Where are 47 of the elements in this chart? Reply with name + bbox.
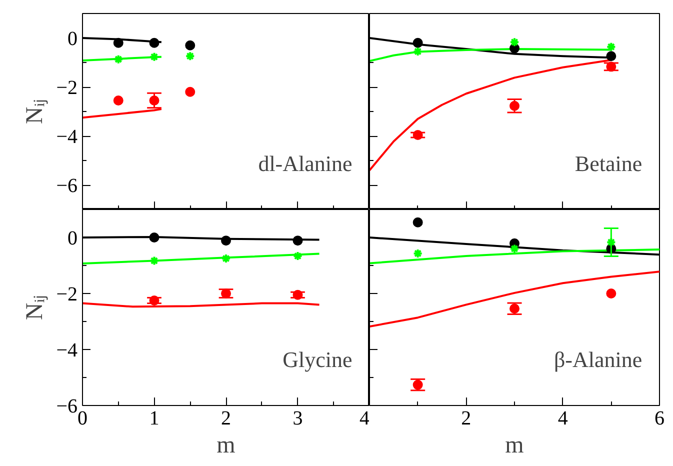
- y-tick-label: −6: [56, 175, 78, 197]
- x-axis-title: m: [505, 432, 524, 458]
- point: [221, 254, 231, 264]
- point: [606, 288, 616, 298]
- point: [149, 232, 160, 242]
- point: [149, 256, 160, 266]
- point: [412, 248, 423, 258]
- y-axis-title: Nᵢⱼ: [22, 98, 48, 124]
- point: [113, 54, 124, 64]
- y-tick-label: −2: [56, 77, 78, 99]
- point: [113, 38, 124, 48]
- point: [510, 244, 520, 254]
- point: [185, 40, 196, 50]
- point: [185, 86, 196, 97]
- annotation: Glycine: [282, 347, 352, 372]
- annotation: β-Alanine: [554, 347, 642, 372]
- annotation: Betaine: [574, 151, 642, 176]
- y-tick-label: −2: [56, 284, 78, 306]
- point: [606, 51, 616, 62]
- point: [412, 38, 423, 48]
- point: [113, 95, 124, 106]
- x-tick-label: 4: [360, 408, 370, 430]
- x-tick-label: 2: [461, 408, 472, 430]
- y-axis-title: Nᵢⱼ: [22, 294, 48, 320]
- line-series: [82, 252, 320, 265]
- x-tick-label: 4: [558, 408, 568, 430]
- point: [149, 52, 160, 62]
- y-tick-label: −6: [56, 396, 78, 418]
- x-axis-title: m: [216, 432, 236, 458]
- point: [221, 236, 231, 246]
- point: [149, 38, 160, 48]
- point: [185, 51, 196, 62]
- y-tick-label: 0: [68, 228, 78, 250]
- point: [412, 217, 423, 228]
- x-tick-label: 6: [654, 408, 664, 430]
- point: [292, 236, 303, 246]
- point: [606, 237, 616, 248]
- x-tick-label: 2: [221, 408, 231, 430]
- y-tick-label: −4: [56, 126, 78, 148]
- point: [510, 37, 520, 48]
- y-tick-label: 0: [68, 28, 78, 50]
- x-tick-label: 3: [292, 408, 303, 430]
- annotation: dl-Alanine: [258, 151, 352, 176]
- y-tick-label: −4: [56, 340, 78, 362]
- x-tick-label: 1: [149, 408, 160, 430]
- point: [412, 46, 423, 56]
- point: [292, 250, 303, 261]
